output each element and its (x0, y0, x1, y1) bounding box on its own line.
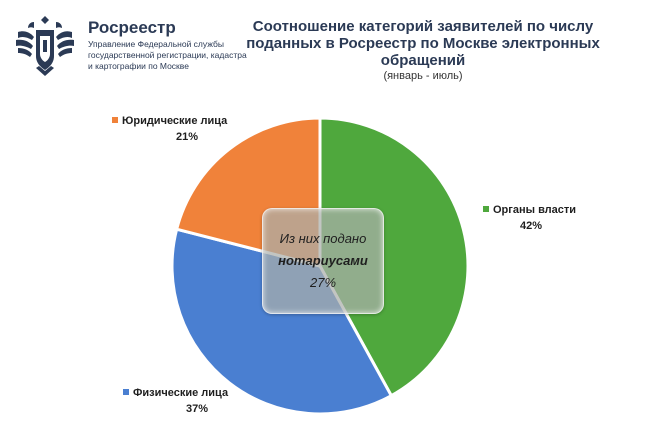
slice-value-label-3: 21% (176, 131, 198, 143)
slice-name-label-1: Органы власти (493, 204, 576, 216)
pie-slice-1 (318, 116, 470, 398)
slice-value-label-2: 37% (186, 403, 208, 415)
legend-swatch-2 (123, 389, 129, 395)
slice-name-label-3: Юридические лица (122, 115, 228, 127)
slice-name-label-2: Физические лица (133, 387, 229, 399)
annotation-line-2: нотариусами (278, 253, 368, 268)
org-name: Росреестр (88, 18, 176, 37)
pie-slice-2 (170, 227, 394, 416)
slice-value-label-1: 42% (520, 220, 542, 232)
chart-subtitle: (январь - июль) (383, 70, 463, 82)
annotation-line-3: 27% (309, 275, 337, 290)
rosreestr-emblem-icon (16, 16, 74, 76)
chart-title: Соотношение категорий заявителей по числ… (246, 18, 600, 69)
annotation-line-1: Из них подано (279, 231, 367, 246)
org-subtitle: Управление Федеральной службы государств… (88, 39, 247, 71)
notary-annotation-box: Из них подано нотариусами 27% (262, 208, 384, 314)
legend-swatch-1 (483, 206, 489, 212)
legend-swatch-3 (112, 117, 118, 123)
